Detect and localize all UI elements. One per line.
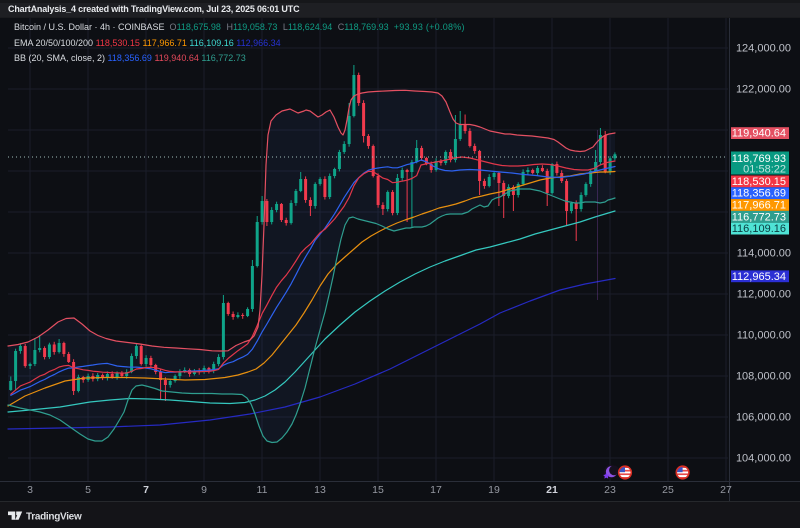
svg-text:TradingView: TradingView <box>26 512 82 523</box>
svg-text:9: 9 <box>201 484 207 496</box>
svg-text:3: 3 <box>27 484 33 496</box>
svg-text:23: 23 <box>604 484 616 496</box>
svg-text:112,965.34: 112,965.34 <box>732 271 786 283</box>
svg-text:11: 11 <box>257 484 268 496</box>
svg-text:117,966.71: 117,966.71 <box>732 200 786 212</box>
svg-text:01:58:22: 01:58:22 <box>743 164 786 176</box>
svg-text:118,356.69: 118,356.69 <box>732 188 786 200</box>
svg-text:118,530.15: 118,530.15 <box>732 176 786 188</box>
svg-text:21: 21 <box>546 484 558 496</box>
svg-text:110,000.00: 110,000.00 <box>737 330 791 342</box>
svg-text:27: 27 <box>720 484 732 496</box>
svg-text:116,772.73: 116,772.73 <box>732 211 786 223</box>
svg-text:5: 5 <box>85 484 91 496</box>
svg-text:13: 13 <box>314 484 326 496</box>
svg-text:116,109.16: 116,109.16 <box>732 223 786 235</box>
svg-text:108,000.00: 108,000.00 <box>736 371 791 383</box>
svg-text:15: 15 <box>372 484 384 496</box>
svg-text:122,000.00: 122,000.00 <box>736 84 791 96</box>
svg-text:17: 17 <box>430 484 442 496</box>
svg-text:106,000.00: 106,000.00 <box>736 412 791 424</box>
svg-text:112,000.00: 112,000.00 <box>737 289 791 301</box>
svg-text:19: 19 <box>488 484 500 496</box>
svg-text:104,000.00: 104,000.00 <box>736 453 791 465</box>
svg-text:119,940.64: 119,940.64 <box>732 128 786 140</box>
svg-text:114,000.00: 114,000.00 <box>737 248 791 260</box>
svg-text:7: 7 <box>143 484 149 496</box>
svg-text:118,769.93: 118,769.93 <box>732 153 786 165</box>
svg-text:124,000.00: 124,000.00 <box>736 43 791 55</box>
svg-text:25: 25 <box>662 484 674 496</box>
